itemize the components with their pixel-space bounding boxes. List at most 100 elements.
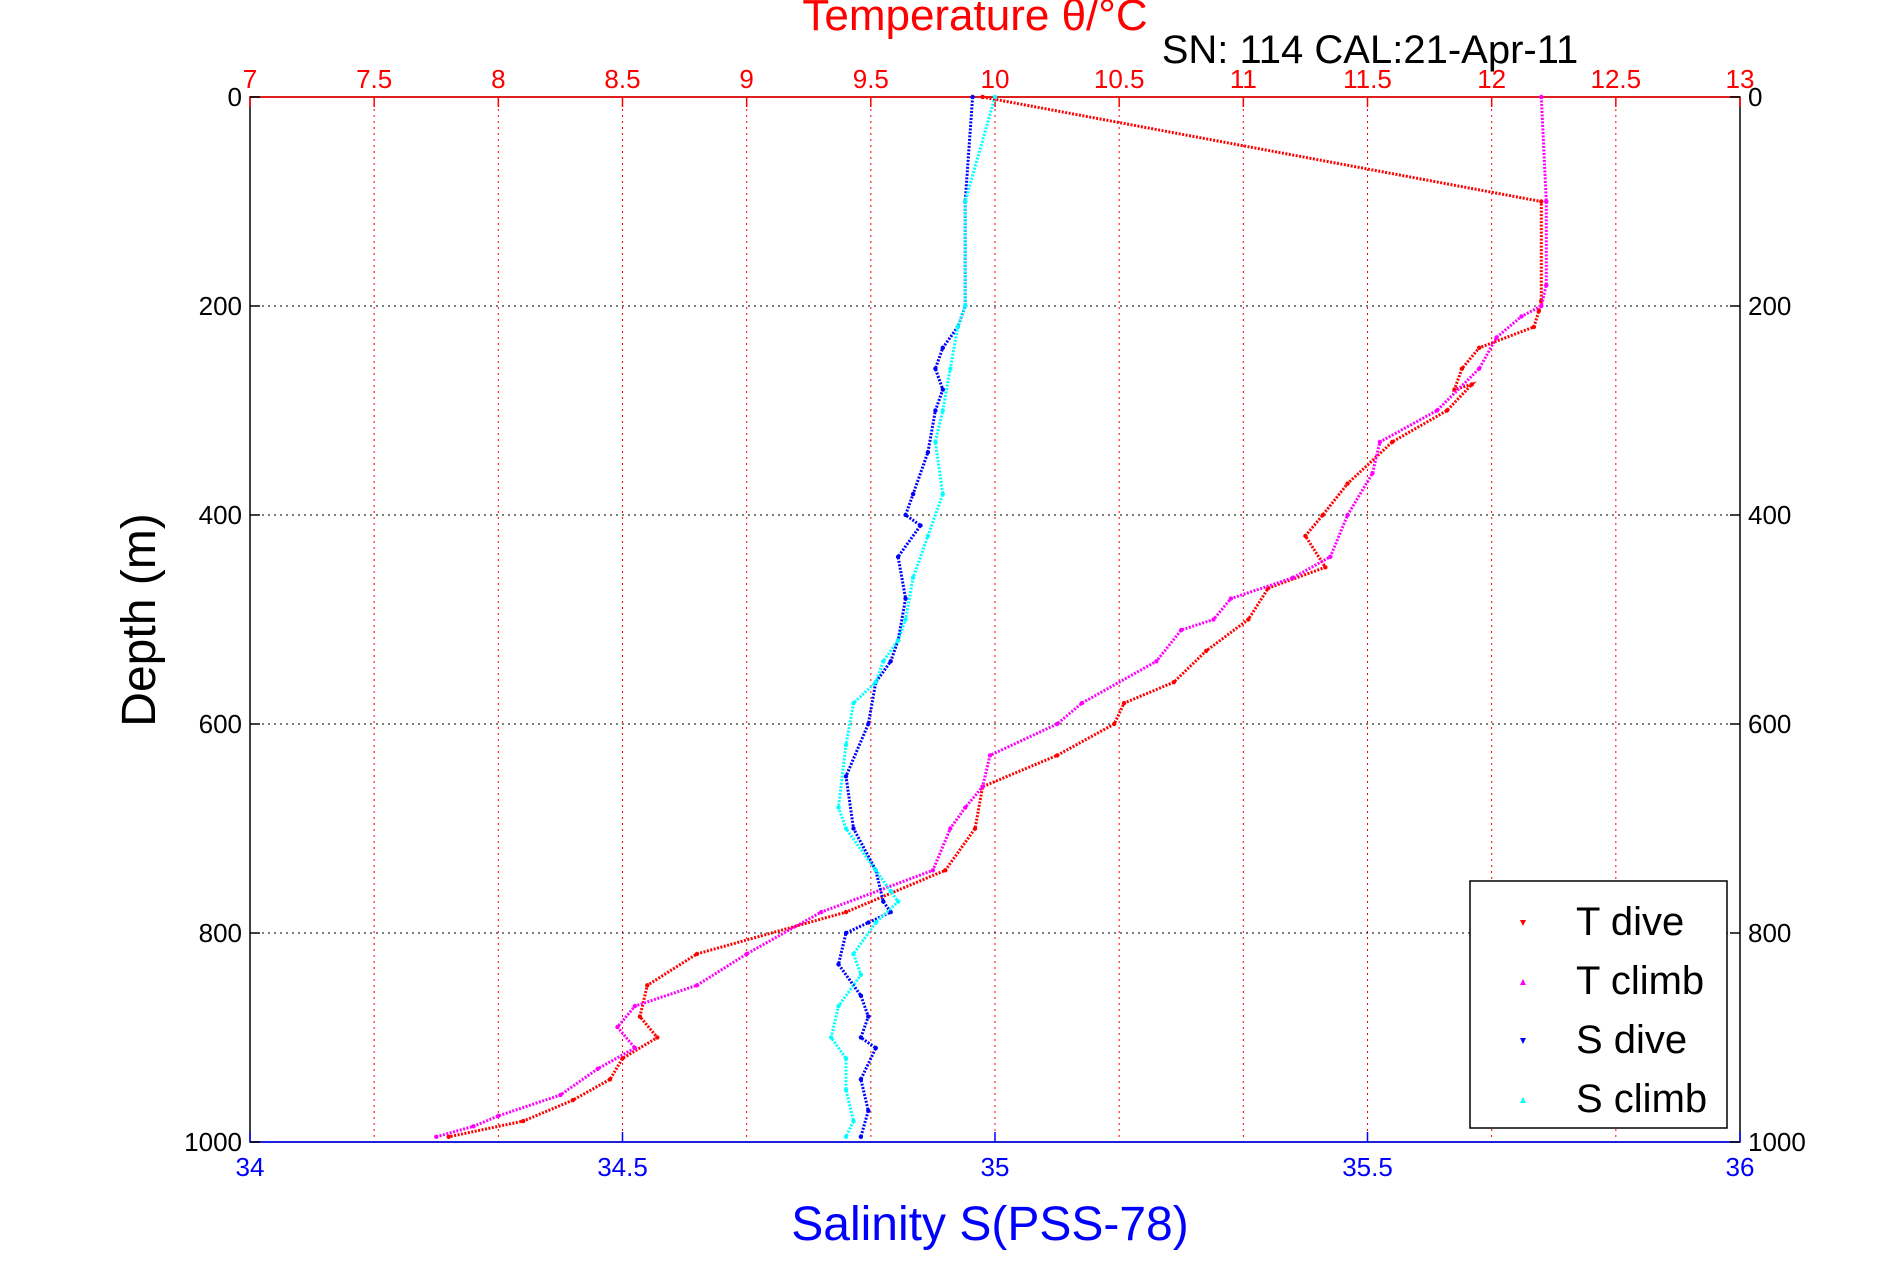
data-point	[873, 680, 878, 685]
data-point	[895, 554, 901, 559]
data-point	[843, 909, 849, 915]
data-point	[1434, 408, 1440, 413]
x-axis-title: Salinity S(PSS-78)	[791, 1198, 1188, 1251]
data-point	[910, 575, 916, 580]
data-point	[1328, 554, 1333, 559]
data-point	[694, 951, 700, 957]
bottom-axis-tick-label: 35.5	[1342, 1152, 1393, 1182]
data-point	[940, 387, 945, 392]
data-point	[866, 1108, 871, 1113]
data-point	[1079, 700, 1085, 706]
y-axis-title: Depth (m)	[113, 513, 166, 726]
data-point	[858, 1134, 864, 1140]
data-series	[434, 94, 1549, 1140]
data-point	[881, 659, 886, 664]
data-point	[858, 972, 864, 977]
data-point	[866, 721, 871, 727]
data-point	[570, 1098, 575, 1103]
left-axis-tick-label: 200	[199, 291, 242, 321]
data-point	[873, 920, 878, 925]
data-point	[836, 1003, 841, 1009]
legend-box	[1469, 880, 1728, 1129]
data-point	[930, 868, 936, 873]
legend-marker	[1520, 1097, 1526, 1103]
data-point	[843, 774, 849, 779]
data-point	[1345, 481, 1350, 486]
data-point	[843, 930, 849, 936]
data-point	[1246, 617, 1251, 622]
legend-label-t-climb: T climb	[1576, 959, 1704, 1003]
data-point	[1370, 471, 1375, 476]
data-point	[843, 1056, 849, 1061]
data-point	[963, 303, 968, 309]
data-point	[446, 1134, 451, 1140]
data-point	[851, 700, 856, 706]
data-point	[836, 962, 841, 967]
data-point	[933, 366, 938, 371]
data-point	[595, 1066, 600, 1072]
data-point	[1544, 199, 1549, 204]
data-point	[1203, 648, 1209, 654]
series-t-climb	[434, 94, 1549, 1140]
data-point	[987, 753, 993, 758]
data-point	[615, 1024, 620, 1030]
data-point	[1228, 596, 1234, 601]
series-t-dive	[446, 94, 1544, 1140]
data-point	[963, 199, 968, 204]
top-axis-tick-label: 7	[243, 64, 257, 94]
right-axis-tick-label: 200	[1748, 291, 1791, 321]
top-axis-tick-label: 12	[1477, 64, 1506, 94]
right-axis-tick-label: 400	[1748, 500, 1791, 530]
data-point	[471, 1124, 476, 1129]
bottom-axis-tick-label: 34	[236, 1152, 265, 1182]
data-point	[828, 1035, 834, 1040]
data-point	[632, 1003, 638, 1009]
bottom-axis-tick-label: 34.5	[597, 1152, 648, 1182]
data-point	[903, 596, 908, 601]
data-point	[866, 1014, 871, 1019]
data-point	[873, 1045, 878, 1051]
left-axis-tick-label: 600	[199, 709, 242, 739]
data-point	[881, 899, 886, 904]
data-point	[1444, 408, 1450, 413]
data-point	[1539, 303, 1544, 309]
top-axis-tick-label: 9	[739, 64, 753, 94]
data-point	[434, 1134, 439, 1140]
data-point	[1154, 659, 1159, 664]
data-point	[866, 920, 871, 925]
data-point	[858, 1077, 864, 1082]
data-point	[851, 1118, 856, 1124]
data-point	[858, 1035, 864, 1040]
data-point	[521, 1118, 526, 1124]
legend-marker	[1520, 1038, 1526, 1044]
data-point	[632, 1045, 638, 1051]
data-point	[637, 1014, 643, 1019]
data-point	[933, 408, 938, 413]
top-axis-tick-label: 8.5	[604, 64, 640, 94]
legend-label-s-dive: S dive	[1576, 1018, 1687, 1062]
data-point	[843, 826, 849, 831]
legend-marker	[1520, 920, 1526, 926]
data-point	[858, 993, 864, 998]
data-point	[744, 951, 749, 957]
top-axis-tick-label: 10	[981, 64, 1010, 94]
data-point	[1112, 721, 1117, 727]
data-point	[1494, 335, 1499, 340]
legend-marker	[1520, 979, 1526, 985]
legend-label-s-climb: S climb	[1576, 1077, 1707, 1121]
data-point	[645, 983, 650, 988]
data-point	[933, 439, 938, 445]
data-point	[972, 826, 978, 831]
data-point	[943, 868, 948, 873]
data-point	[836, 805, 841, 810]
data-point	[1519, 314, 1524, 319]
data-point	[1477, 345, 1482, 350]
data-point	[1054, 753, 1060, 758]
data-point	[980, 784, 985, 789]
legend-label-t-dive: T dive	[1576, 900, 1684, 944]
series-trace	[829, 96, 997, 1138]
data-point	[1390, 439, 1395, 445]
data-point	[1054, 721, 1060, 727]
right-axis-tick-label: 0	[1748, 82, 1762, 112]
